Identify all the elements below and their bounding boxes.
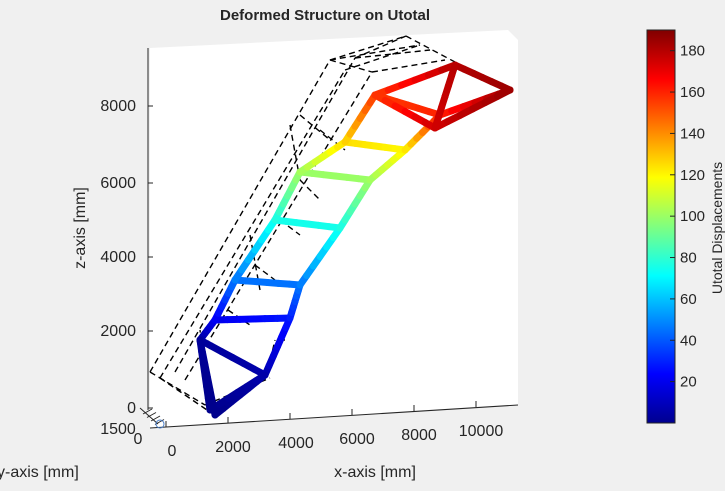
x-tick-label: 0 [168, 443, 177, 460]
colorbar-tick-label: 120 [680, 167, 705, 184]
y-tick-label: 1500 [100, 421, 136, 438]
colorbar-label: Utotal Displacements [709, 162, 725, 294]
colorbar [646, 29, 676, 424]
dashed-member [329, 44, 421, 61]
dashed-member [184, 71, 373, 381]
dashed-member [329, 35, 407, 61]
y-tick-mark [142, 408, 153, 415]
origin-marker [155, 419, 165, 429]
z-tick-label: 8000 [100, 98, 136, 115]
dashed-member [174, 57, 356, 373]
x-axis-line [149, 404, 519, 429]
dashed-member [149, 371, 206, 406]
colorbar-tick-label: 20 [680, 374, 697, 391]
structure-member [211, 404, 227, 419]
dashed-member [354, 49, 431, 59]
deformed-structure [196, 61, 514, 419]
z-tick-label: 4000 [100, 249, 136, 266]
structure-member [252, 371, 269, 385]
dashed-member [299, 179, 321, 201]
x-tick-label: 10000 [459, 423, 504, 440]
axis-ticks: 0 2000 4000 6000 8000 0 2000 4000 6000 8000 10000 0… [100, 98, 503, 460]
colorbar-tick-label: 160 [680, 84, 705, 101]
x-tick-label: 6000 [339, 431, 375, 448]
dashed-member [299, 114, 331, 141]
dashed-member [344, 44, 421, 71]
z-axis-label: z-axis [mm] [72, 187, 89, 269]
dashed-member [254, 264, 276, 281]
y-tick-mark [146, 412, 157, 418]
colorbar-tick-label: 80 [680, 250, 697, 267]
x-axis-label: x-axis [mm] [334, 464, 416, 481]
z-tick-label: 0 [127, 400, 136, 417]
z-tick-label: 2000 [100, 323, 136, 340]
y-axis-label: y-axis [mm] [0, 464, 79, 481]
colorbar-tick-label: 60 [680, 291, 697, 308]
x-tick-label: 8000 [401, 427, 437, 444]
z-tick-label: 6000 [100, 175, 136, 192]
colorbar-tick-label: 180 [680, 43, 705, 60]
dashed-member [319, 129, 346, 151]
dashed-member [329, 59, 373, 73]
structure-member [494, 86, 514, 100]
colorbar-tick-label: 40 [680, 332, 697, 349]
dashed-member [149, 59, 331, 373]
chart-title: Deformed Structure on Utotal [220, 7, 430, 24]
y-tick-mark [150, 415, 161, 422]
structure-member [431, 114, 442, 132]
colorbar-ticks: 20 40 60 80 100 120 140 160 180 [670, 43, 705, 391]
colorbar-tick-label: 140 [680, 125, 705, 142]
dashed-member [371, 59, 446, 73]
x-tick-label: 2000 [215, 439, 251, 456]
y-tick-label: 0 [134, 431, 143, 448]
colorbar-tick-label: 100 [680, 208, 705, 225]
x-tick-label: 4000 [278, 435, 314, 452]
